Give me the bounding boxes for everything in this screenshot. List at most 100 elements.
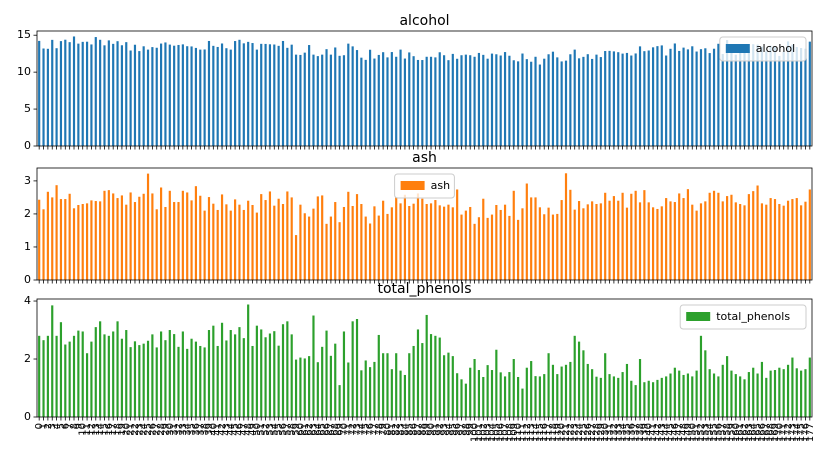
bar bbox=[168, 44, 171, 146]
bar bbox=[604, 353, 607, 417]
bar bbox=[734, 54, 737, 146]
bar bbox=[355, 319, 359, 417]
bar bbox=[207, 330, 211, 417]
bar bbox=[678, 193, 681, 280]
bar bbox=[482, 54, 485, 146]
bar bbox=[530, 361, 533, 417]
bar bbox=[765, 51, 768, 147]
bar bbox=[747, 372, 750, 417]
bar bbox=[382, 200, 385, 280]
bar bbox=[294, 54, 298, 147]
x-tick-label: 80 bbox=[382, 423, 393, 436]
x-tick-label: 32 bbox=[174, 423, 185, 436]
x-tick-label: 148 bbox=[679, 423, 690, 442]
bar bbox=[286, 47, 289, 147]
x-tick-label: 124 bbox=[574, 423, 585, 442]
bar bbox=[782, 51, 785, 146]
bar bbox=[68, 341, 71, 417]
bar bbox=[617, 200, 620, 280]
bar bbox=[338, 222, 341, 280]
bar bbox=[212, 325, 215, 417]
x-tick-label: 119 bbox=[552, 423, 563, 442]
bar bbox=[360, 57, 363, 147]
bar bbox=[786, 200, 790, 280]
bar bbox=[342, 206, 346, 280]
bar bbox=[386, 213, 389, 280]
x-tick-label: 68 bbox=[330, 423, 341, 436]
legend-swatch bbox=[686, 312, 711, 321]
x-tick-label: 142 bbox=[652, 423, 663, 442]
bar bbox=[64, 344, 67, 417]
bar bbox=[456, 373, 459, 417]
x-tick-label: 157 bbox=[718, 423, 729, 442]
x-tick-label: 137 bbox=[631, 423, 642, 442]
bar bbox=[116, 198, 119, 280]
bar bbox=[151, 334, 154, 417]
bar bbox=[634, 53, 637, 146]
bar bbox=[717, 192, 720, 280]
x-tick-label: 177 bbox=[805, 423, 816, 442]
bar bbox=[517, 376, 520, 417]
bar bbox=[425, 204, 428, 280]
bar bbox=[316, 362, 319, 417]
bar bbox=[760, 203, 764, 280]
bar bbox=[164, 340, 167, 417]
bar bbox=[660, 45, 663, 147]
bar bbox=[321, 346, 324, 417]
bar bbox=[112, 43, 115, 146]
x-tick-label: 65 bbox=[317, 423, 328, 436]
x-tick-label: 15 bbox=[99, 423, 110, 436]
bar bbox=[765, 204, 768, 280]
bar bbox=[329, 216, 332, 280]
bar bbox=[38, 335, 41, 417]
bar bbox=[804, 201, 807, 280]
bar bbox=[408, 205, 411, 280]
bar bbox=[800, 47, 803, 147]
bar bbox=[651, 382, 655, 417]
bar bbox=[499, 209, 502, 280]
bar bbox=[412, 345, 415, 417]
x-tick-label: 82 bbox=[391, 423, 402, 436]
bar bbox=[203, 210, 206, 280]
x-tick-label: 70 bbox=[339, 423, 350, 436]
bar bbox=[212, 45, 215, 146]
bar bbox=[277, 345, 280, 417]
bar bbox=[460, 379, 463, 417]
bar bbox=[456, 189, 459, 280]
bar bbox=[399, 203, 402, 280]
bar bbox=[695, 370, 698, 417]
bar bbox=[747, 50, 750, 146]
bar bbox=[159, 187, 163, 280]
bar bbox=[159, 43, 163, 146]
bar bbox=[464, 383, 467, 417]
bar bbox=[525, 59, 528, 146]
bar bbox=[207, 40, 211, 146]
bar bbox=[499, 372, 502, 417]
bar bbox=[242, 43, 245, 146]
bar bbox=[412, 203, 415, 280]
bar bbox=[290, 197, 293, 280]
legend-box bbox=[719, 36, 807, 62]
x-tick-label: 146 bbox=[670, 423, 681, 442]
x-tick-label: 9 bbox=[73, 423, 84, 429]
legend-swatch bbox=[725, 44, 750, 53]
bar bbox=[747, 194, 750, 280]
bar bbox=[534, 376, 537, 417]
x-tick-label: 83 bbox=[396, 423, 407, 436]
bar bbox=[786, 364, 790, 417]
bar bbox=[68, 42, 71, 146]
bar bbox=[199, 345, 202, 417]
bar bbox=[181, 190, 184, 280]
bar bbox=[186, 192, 189, 280]
x-tick-label: 122 bbox=[565, 423, 576, 442]
bar bbox=[512, 359, 515, 417]
bar bbox=[412, 56, 415, 146]
x-tick-label: 43 bbox=[221, 423, 232, 436]
bar bbox=[669, 373, 672, 417]
bar bbox=[186, 348, 189, 417]
x-tick-label: 22 bbox=[130, 423, 141, 436]
bar bbox=[634, 385, 637, 417]
bar bbox=[503, 52, 507, 146]
bar bbox=[395, 56, 398, 147]
bar bbox=[551, 214, 555, 280]
